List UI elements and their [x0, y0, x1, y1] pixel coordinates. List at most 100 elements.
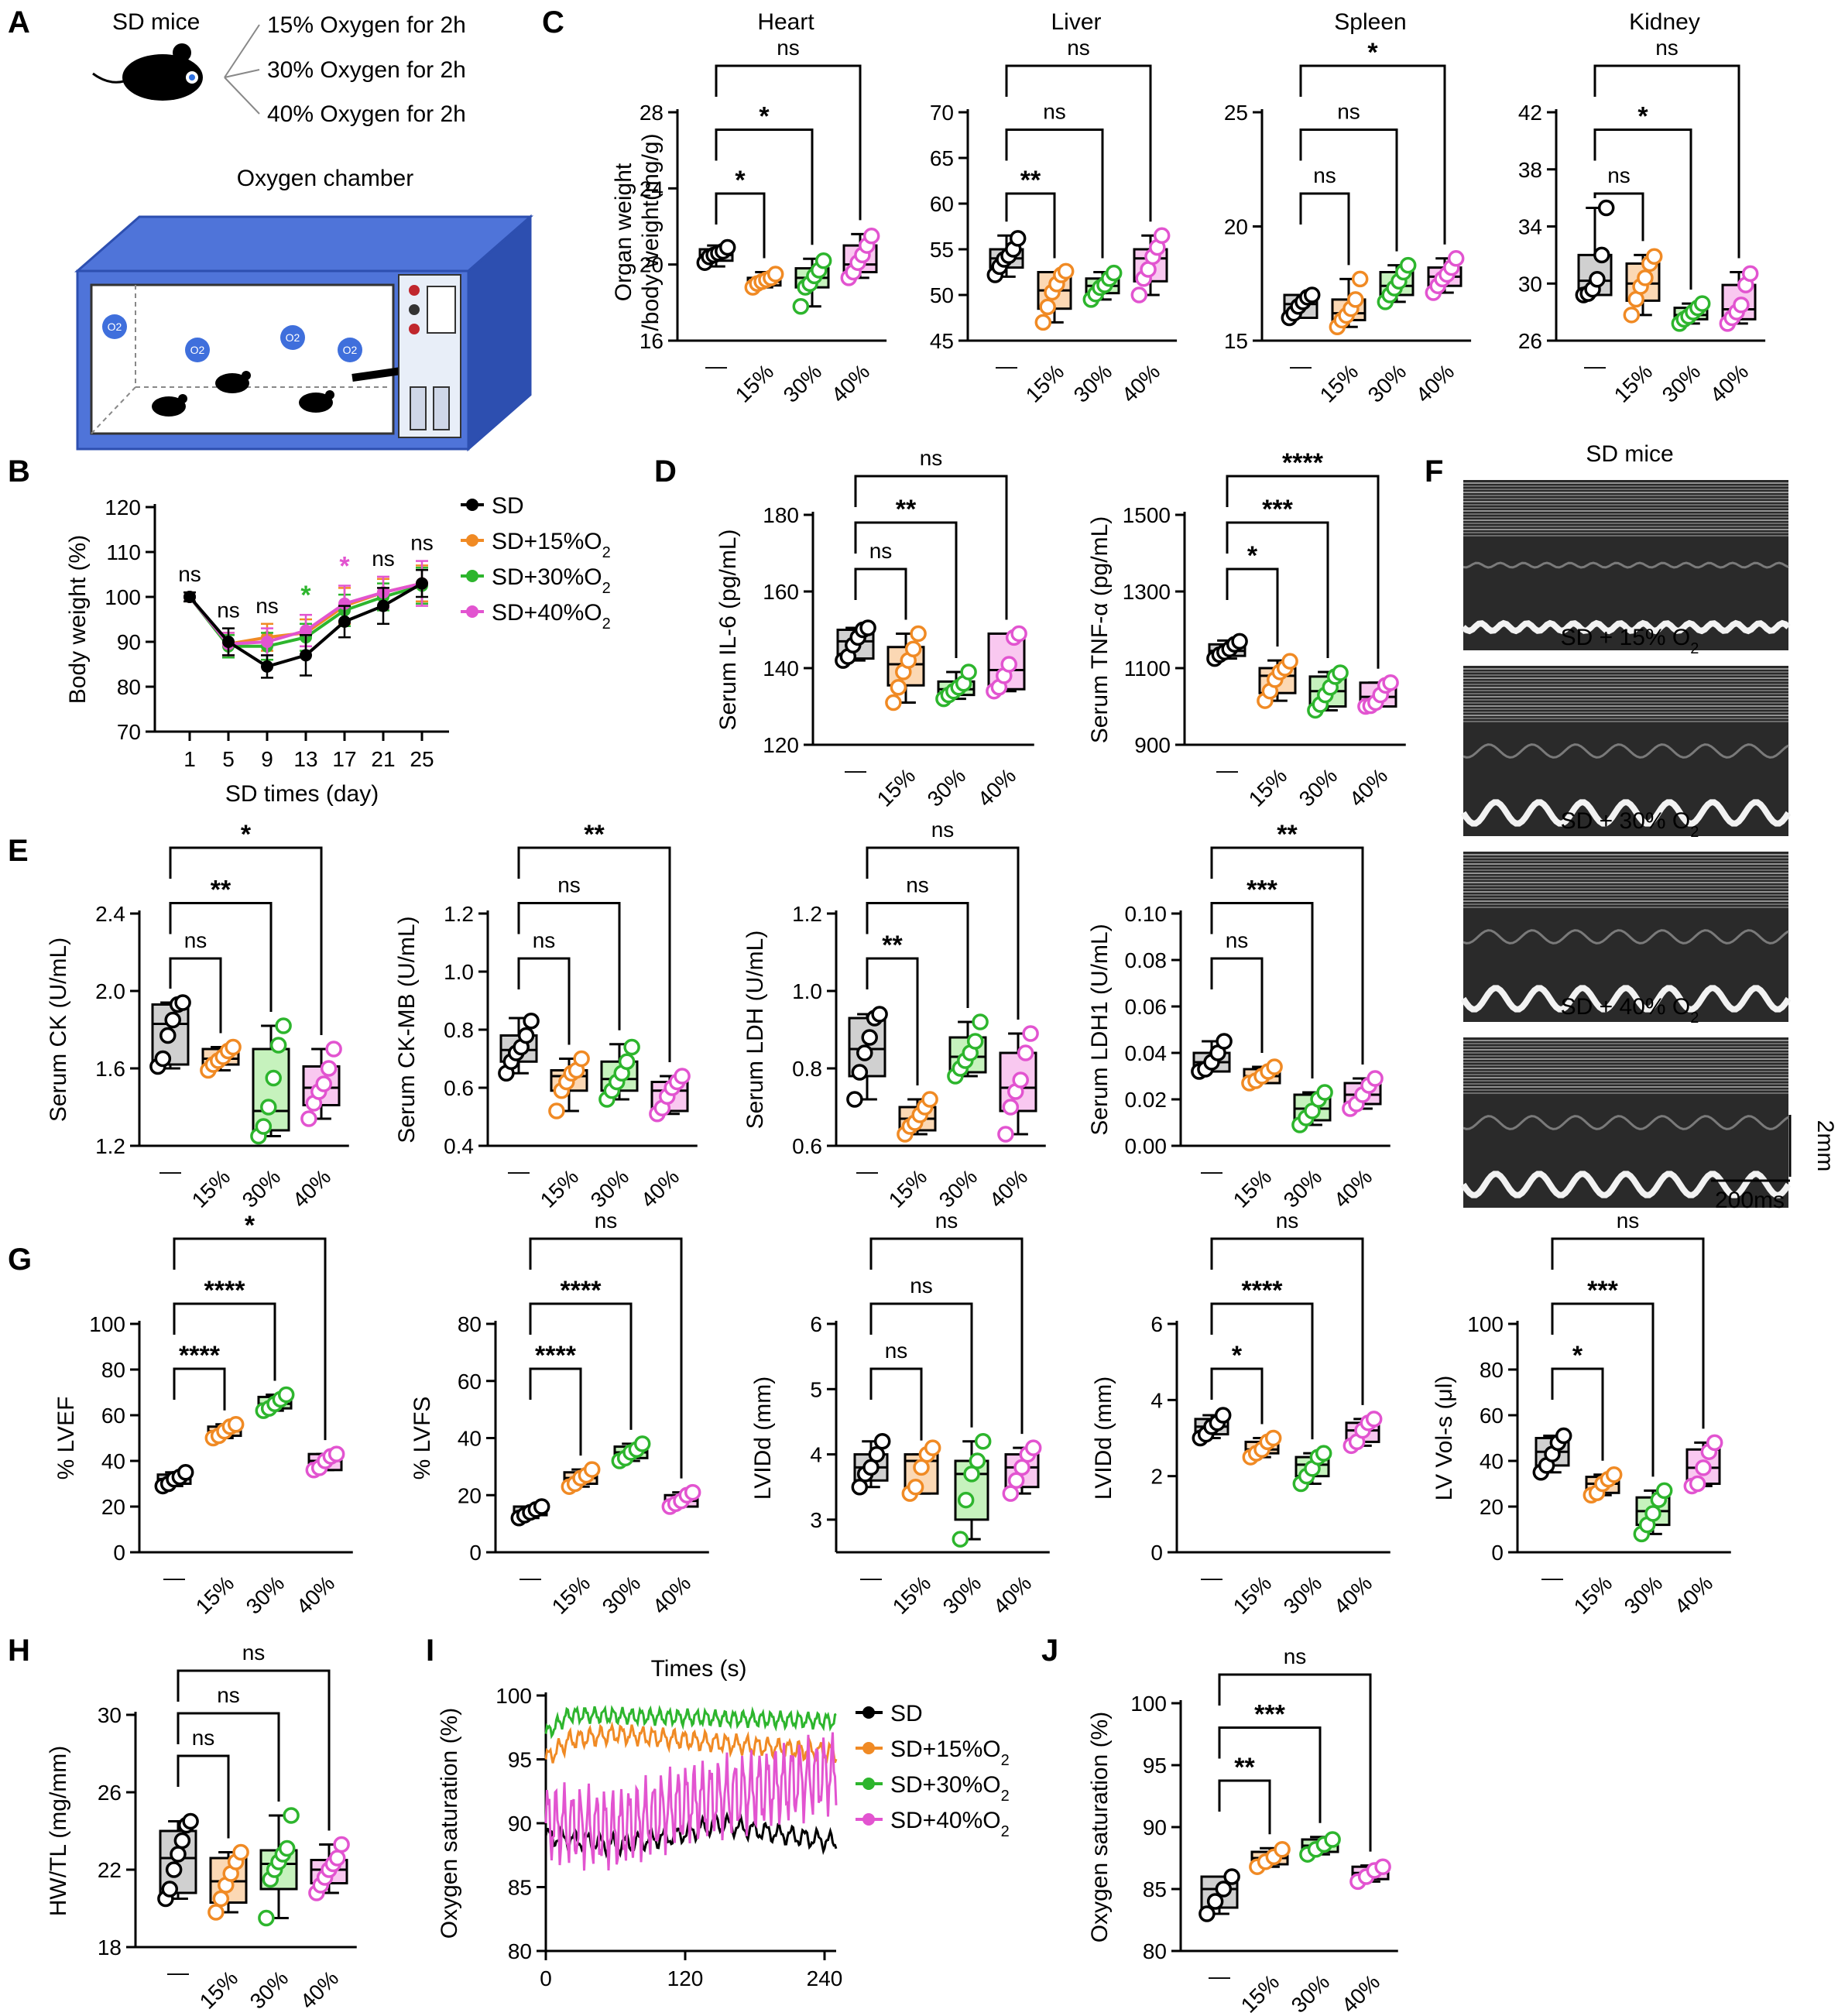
panel-j-chart: 80 85 90 95 100 Oxygen saturation (%) — 15% 30% 4…	[1087, 1644, 1398, 2016]
data-point	[523, 1013, 540, 1030]
box-group-3	[840, 228, 880, 286]
sig-bracket	[1005, 129, 1104, 259]
y-tick-label: 2	[1150, 1465, 1163, 1489]
sig-label: ****	[204, 1276, 246, 1305]
data-point	[969, 1452, 986, 1469]
data-point	[1274, 1841, 1291, 1858]
data-point	[868, 1445, 886, 1463]
box-group-2	[255, 1386, 295, 1419]
box-group-1	[1329, 270, 1369, 336]
sig-bracket	[1299, 192, 1350, 266]
x-tick-label: 30%	[1279, 1164, 1327, 1212]
y-tick-label: 110	[106, 540, 141, 564]
sig-bracket	[529, 1237, 683, 1479]
sig-label: ns	[1655, 36, 1679, 60]
data-point	[1593, 246, 1610, 264]
data-point	[851, 1478, 869, 1496]
sig-label: *	[1637, 102, 1648, 132]
data-point	[885, 694, 902, 711]
y-tick-label: 0	[113, 1541, 125, 1565]
echo-wall-trace	[1460, 1171, 1792, 1198]
o2-bubble-label: O2	[190, 344, 205, 356]
data-point	[1382, 674, 1399, 691]
data-point	[1022, 1025, 1039, 1042]
x-tick-label: —	[163, 1565, 185, 1589]
x-tick-label: 15%	[1229, 1571, 1277, 1619]
data-point	[1009, 230, 1027, 247]
chart-title: Liver	[1051, 9, 1101, 35]
legend-marker	[466, 534, 478, 547]
x-tick-label: 30%	[1287, 1970, 1335, 2016]
sig-bracket	[169, 957, 222, 1034]
echo-title-main: SD + 30% O	[1561, 808, 1691, 834]
y-tick-label: 6	[1150, 1312, 1163, 1336]
legend-entry: SD+15%O2	[890, 1737, 1010, 1769]
sig-label: ns	[920, 446, 943, 470]
x-tick-label: —	[520, 1565, 541, 1589]
oxygen-group-label: 15% Oxygen for 2h	[267, 12, 466, 38]
data-point	[1605, 1466, 1623, 1483]
sig-label: ****	[535, 1341, 577, 1370]
y-axis-label: Serum LDH1 (U/mL)	[1087, 924, 1113, 1135]
y-tick-label: 70	[930, 101, 954, 125]
x-tick-label: —	[508, 1159, 530, 1183]
data-point	[173, 1832, 191, 1850]
small-mouse-icon	[152, 396, 186, 417]
box-group-0	[498, 1013, 540, 1082]
echo-title-sub: 2	[1690, 640, 1699, 657]
legend-entry: SD+30%O2	[890, 1772, 1010, 1805]
box-group-0	[510, 1498, 550, 1527]
sig-bracket	[177, 1712, 280, 1802]
sig-bracket	[1299, 129, 1398, 252]
sig-label: **	[584, 820, 605, 849]
x-tick-label: 40%	[648, 1571, 696, 1619]
sig-bracket	[1210, 1367, 1264, 1425]
sig-label: ns	[1067, 36, 1090, 60]
data-point	[1057, 262, 1075, 280]
y-tick-label: 100	[89, 1312, 125, 1336]
data-point	[261, 636, 273, 648]
o2-bubble-icon	[280, 325, 305, 350]
y-tick-label: 25	[1224, 101, 1248, 125]
legend-entry-main: SD+15%O	[890, 1737, 1001, 1762]
box-group-0	[149, 994, 191, 1075]
x-tick-label: 120	[667, 1966, 704, 1990]
y-tick-label: 1.2	[95, 1134, 125, 1158]
y-tick-label: 0.04	[1125, 1041, 1168, 1065]
y-tick-label: 24	[640, 177, 664, 201]
echo-inner-trace	[1463, 561, 1789, 569]
box-group-3	[1683, 1434, 1723, 1495]
data-point	[913, 1459, 930, 1476]
box-group-3	[1002, 1439, 1042, 1502]
x-tick-label: 40%	[973, 763, 1021, 811]
y-axis-label: Oxygen saturation (%)	[1087, 1712, 1113, 1942]
x-tick-label: 30%	[598, 1571, 646, 1619]
box-group-3	[1719, 265, 1759, 332]
box-group-0	[1198, 1868, 1240, 1922]
data-point	[325, 1041, 342, 1058]
data-point	[718, 238, 736, 256]
data-point	[416, 577, 428, 590]
echo-title: SD mice	[1586, 441, 1673, 467]
x-tick-label: 15%	[1021, 359, 1069, 407]
legend-entry-sub: 2	[1001, 1823, 1010, 1840]
o2-bubble-icon	[102, 314, 127, 339]
box-group-1	[1249, 1841, 1291, 1875]
sig-bracket	[869, 1367, 923, 1441]
data-point	[674, 1068, 691, 1085]
y-tick-label: 95	[508, 1748, 532, 1772]
data-point	[1105, 264, 1123, 282]
echo-title: SD + 15% O2	[1561, 625, 1699, 657]
mouse-icon	[122, 54, 203, 101]
sig-label: *	[339, 552, 350, 581]
data-point	[1589, 270, 1606, 288]
data-point	[222, 636, 235, 648]
sig-bracket	[1226, 521, 1329, 658]
y-tick-label: 40	[1480, 1449, 1504, 1473]
sig-label: ns	[885, 1339, 908, 1363]
scale-x-label: 200ms	[1715, 1188, 1785, 1213]
echo-title-sub: 2	[1690, 824, 1699, 841]
x-tick-label: 40%	[985, 1164, 1033, 1212]
